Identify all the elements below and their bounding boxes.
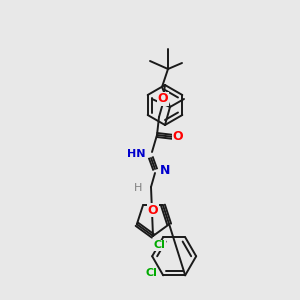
Text: N: N [160,164,170,176]
Text: Cl: Cl [145,268,157,278]
Text: O: O [148,204,158,217]
Text: H: H [134,183,142,193]
Text: O: O [173,130,183,143]
Text: Cl: Cl [153,240,165,250]
Text: O: O [158,92,168,106]
Text: HN: HN [127,149,145,159]
